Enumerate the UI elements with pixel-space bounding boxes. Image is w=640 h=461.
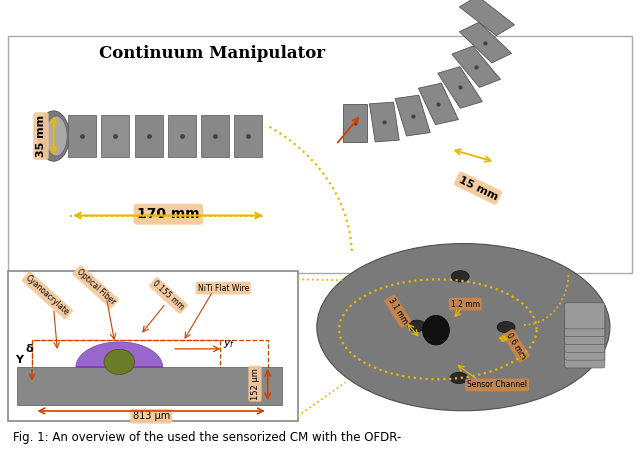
Polygon shape: [419, 83, 458, 124]
Text: Sensor Channel: Sensor Channel: [467, 380, 527, 390]
FancyBboxPatch shape: [564, 326, 605, 352]
Polygon shape: [395, 95, 430, 136]
FancyBboxPatch shape: [8, 271, 298, 420]
Text: $y_f$: $y_f$: [223, 338, 236, 350]
Polygon shape: [460, 22, 511, 63]
Text: 0.155 mm: 0.155 mm: [151, 279, 186, 312]
FancyBboxPatch shape: [201, 115, 229, 157]
FancyBboxPatch shape: [564, 311, 605, 337]
FancyBboxPatch shape: [564, 303, 605, 329]
Text: Fig. 1: An overview of the used the sensorized CM with the OFDR-: Fig. 1: An overview of the used the sens…: [13, 431, 401, 443]
Ellipse shape: [450, 372, 468, 384]
Text: Cyanoacrylate: Cyanoacrylate: [24, 273, 71, 317]
Text: NiTi Flat Wire: NiTi Flat Wire: [198, 284, 249, 293]
FancyBboxPatch shape: [134, 115, 163, 157]
Text: 170 mm: 170 mm: [137, 207, 200, 221]
Text: 813 μm: 813 μm: [132, 411, 170, 421]
Text: 3.1 mm: 3.1 mm: [386, 296, 409, 326]
Text: 152 μm: 152 μm: [250, 368, 259, 400]
Ellipse shape: [451, 271, 469, 282]
FancyBboxPatch shape: [564, 342, 605, 368]
Ellipse shape: [45, 116, 67, 156]
Ellipse shape: [497, 321, 515, 333]
PathPatch shape: [76, 342, 163, 367]
FancyBboxPatch shape: [17, 367, 282, 405]
Text: δ: δ: [26, 344, 33, 354]
Polygon shape: [343, 104, 367, 142]
Polygon shape: [369, 102, 399, 142]
Ellipse shape: [38, 111, 70, 161]
Polygon shape: [452, 46, 500, 88]
FancyBboxPatch shape: [68, 115, 97, 157]
Text: 0.6 mm: 0.6 mm: [505, 331, 528, 361]
FancyBboxPatch shape: [101, 115, 129, 157]
Text: Y: Y: [15, 355, 24, 365]
Text: Continuum Manipulator: Continuum Manipulator: [99, 45, 324, 62]
Polygon shape: [438, 66, 483, 108]
Text: 1.2 mm: 1.2 mm: [451, 300, 480, 308]
Text: 15 mm: 15 mm: [457, 174, 499, 202]
Polygon shape: [460, 0, 515, 35]
Ellipse shape: [408, 320, 426, 331]
FancyBboxPatch shape: [564, 319, 605, 344]
Text: Optical Fiber: Optical Fiber: [75, 267, 116, 306]
Ellipse shape: [422, 315, 449, 345]
Text: 35 mm: 35 mm: [36, 115, 46, 157]
FancyBboxPatch shape: [168, 115, 196, 157]
FancyBboxPatch shape: [564, 334, 605, 360]
FancyBboxPatch shape: [8, 36, 632, 273]
Ellipse shape: [104, 349, 134, 374]
FancyBboxPatch shape: [234, 115, 262, 157]
Ellipse shape: [317, 243, 610, 411]
